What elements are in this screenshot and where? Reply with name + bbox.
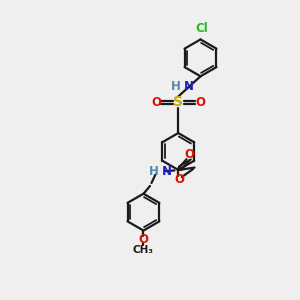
Text: O: O [185,148,195,161]
Text: Cl: Cl [196,22,208,35]
Text: S: S [173,95,183,110]
Text: H: H [171,80,181,93]
Text: N: N [183,80,194,93]
Text: H: H [149,165,159,178]
Text: CH₃: CH₃ [133,245,154,255]
Text: O: O [174,173,184,186]
Text: N: N [162,165,172,178]
Text: O: O [196,96,206,109]
Text: O: O [151,96,161,109]
Text: O: O [139,233,148,246]
